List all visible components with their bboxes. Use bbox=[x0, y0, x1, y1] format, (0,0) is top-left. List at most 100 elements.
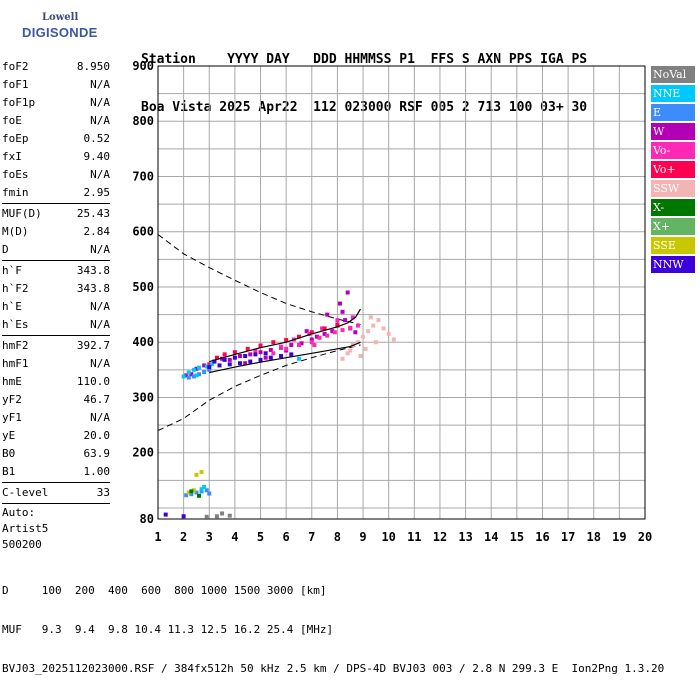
echo-point bbox=[284, 346, 289, 351]
echo-point bbox=[163, 512, 168, 517]
echo-point bbox=[279, 354, 284, 359]
echo-point bbox=[314, 334, 319, 339]
param-value: 46.7 bbox=[83, 393, 111, 406]
param-label: fxI bbox=[2, 150, 22, 163]
legend-item: SSW bbox=[651, 180, 695, 197]
x-tick-label: 19 bbox=[612, 530, 626, 544]
param-value: N/A bbox=[90, 243, 110, 256]
echo-point bbox=[217, 363, 222, 368]
param-label: yF2 bbox=[2, 393, 22, 406]
echo-point bbox=[353, 330, 358, 335]
param-row: yE 20.0 bbox=[2, 427, 110, 445]
echo-point bbox=[207, 365, 212, 370]
echo-point bbox=[284, 338, 289, 343]
echo-point bbox=[279, 344, 284, 349]
echo-point bbox=[343, 318, 348, 323]
echo-point bbox=[194, 490, 199, 495]
echo-point bbox=[181, 374, 186, 379]
param-value: N/A bbox=[90, 78, 110, 91]
echo-point bbox=[350, 315, 355, 320]
param-label: h`Es bbox=[2, 318, 29, 331]
echo-point bbox=[243, 361, 248, 366]
echo-point bbox=[212, 359, 217, 364]
station-header: Station YYYY DAY DDD HHMMSS P1 FFS S AXN… bbox=[141, 20, 587, 132]
echo-point bbox=[322, 326, 327, 331]
echo-point bbox=[373, 340, 378, 345]
plot-frame bbox=[157, 65, 646, 520]
param-label: h`F bbox=[2, 264, 22, 277]
echo-point bbox=[202, 370, 207, 375]
param-row: hmF1 N/A bbox=[2, 355, 110, 373]
echo-point bbox=[289, 342, 294, 347]
y-tick-label: 800 bbox=[132, 114, 154, 128]
param-label: h`E bbox=[2, 300, 22, 313]
echo-point bbox=[335, 318, 340, 323]
echo-point bbox=[320, 326, 325, 331]
param-value: N/A bbox=[90, 96, 110, 109]
param-value: 343.8 bbox=[76, 282, 110, 295]
echo-point bbox=[371, 323, 376, 328]
x-tick-label: 13 bbox=[458, 530, 472, 544]
param-separator bbox=[2, 335, 110, 336]
echo-point bbox=[340, 356, 345, 361]
legend-item: Vo- bbox=[651, 142, 695, 159]
param-value: 8.950 bbox=[76, 60, 110, 73]
param-row: hmF2 392.7 bbox=[2, 337, 110, 355]
echo-point bbox=[381, 326, 386, 331]
echo-point bbox=[232, 355, 237, 360]
echo-point bbox=[202, 484, 207, 489]
x-tick-label: 12 bbox=[433, 530, 447, 544]
legend-item: E bbox=[651, 104, 695, 121]
param-label: foF1 bbox=[2, 78, 29, 91]
x-tick-label: 9 bbox=[359, 530, 366, 544]
echo-point bbox=[248, 359, 253, 364]
param-row: fxI 9.40 bbox=[2, 148, 110, 166]
y-tick-label: 300 bbox=[132, 390, 154, 404]
param-label: C-level bbox=[2, 486, 49, 499]
x-tick-label: 4 bbox=[231, 530, 238, 544]
param-label: foEs bbox=[2, 168, 29, 181]
echo-point bbox=[258, 357, 263, 362]
x-tick-label: 20 bbox=[638, 530, 652, 544]
legend-item: X+ bbox=[651, 218, 695, 235]
echo-point bbox=[340, 328, 345, 333]
legend-item: NNW bbox=[651, 256, 695, 273]
echo-point bbox=[253, 352, 258, 357]
param-label: hmE bbox=[2, 375, 22, 388]
legend-item: NoVal bbox=[651, 66, 695, 83]
autoscale-text: Artist5 bbox=[2, 522, 49, 535]
echo-point bbox=[358, 354, 363, 359]
echo-point bbox=[348, 325, 353, 330]
x-tick-label: 11 bbox=[407, 530, 421, 544]
echo-point bbox=[199, 487, 204, 492]
echo-point bbox=[337, 301, 342, 306]
legend-item: Vo+ bbox=[651, 161, 695, 178]
y-tick-label: 400 bbox=[132, 335, 154, 349]
x-tick-label: 18 bbox=[587, 530, 601, 544]
param-label: foF2 bbox=[2, 60, 29, 73]
echo-point bbox=[186, 375, 191, 380]
legend-item: NNE bbox=[651, 85, 695, 102]
param-value: 25.43 bbox=[76, 207, 110, 220]
echo-point bbox=[194, 472, 199, 477]
param-row: yF2 46.7 bbox=[2, 391, 110, 409]
y-tick-label: 80 bbox=[140, 512, 154, 526]
echo-point bbox=[204, 514, 209, 519]
echo-point bbox=[189, 489, 194, 494]
echo-point bbox=[296, 356, 301, 361]
echo-point bbox=[197, 493, 202, 498]
muf-curve-upper bbox=[157, 234, 361, 325]
echo-point bbox=[189, 492, 194, 497]
echo-point bbox=[271, 340, 276, 345]
x-tick-label: 16 bbox=[535, 530, 549, 544]
param-label: h`F2 bbox=[2, 282, 29, 295]
x-tick-label: 8 bbox=[334, 530, 341, 544]
param-row: foEs N/A bbox=[2, 166, 110, 184]
echo-point bbox=[268, 355, 273, 360]
param-row: yF1 N/A bbox=[2, 409, 110, 427]
echo-point bbox=[289, 352, 294, 357]
echo-point bbox=[222, 357, 227, 362]
echo-point bbox=[309, 337, 314, 342]
param-label: foE bbox=[2, 114, 22, 127]
param-label: fmin bbox=[2, 186, 29, 199]
